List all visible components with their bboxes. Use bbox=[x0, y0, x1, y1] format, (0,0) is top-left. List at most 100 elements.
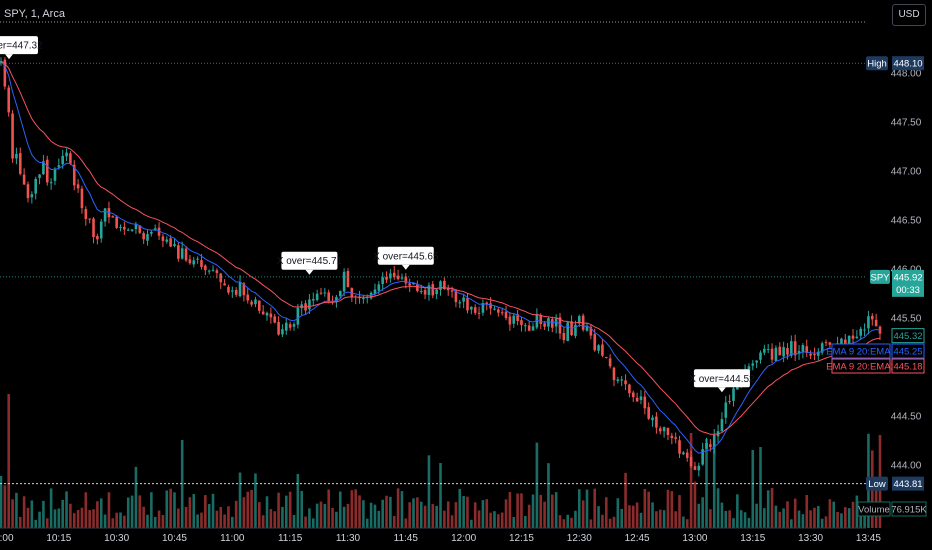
volume-bar bbox=[408, 502, 411, 528]
volume-bar bbox=[26, 507, 30, 528]
candle-body bbox=[45, 159, 49, 183]
volume-bar bbox=[485, 499, 489, 528]
candle-body bbox=[628, 384, 631, 394]
volume-bar bbox=[231, 516, 234, 528]
volume-bar bbox=[450, 515, 454, 528]
volume-bar bbox=[747, 517, 751, 528]
volume-bar bbox=[797, 510, 801, 528]
candle-body bbox=[874, 319, 878, 327]
crossover-box bbox=[693, 369, 750, 388]
volume-bar bbox=[72, 513, 76, 528]
candle-body bbox=[0, 61, 3, 64]
volume-bar bbox=[500, 512, 504, 528]
volume-bar bbox=[188, 497, 192, 528]
volume-bar bbox=[227, 506, 230, 528]
candle-body bbox=[169, 238, 172, 247]
crossover-annotations: X over=447.32 X over=445.71 X over=445.65 X… bbox=[0, 36, 755, 393]
candle-body bbox=[493, 308, 496, 310]
crossover-label: X over=444.52 bbox=[689, 369, 755, 393]
volume-bar bbox=[539, 494, 543, 528]
volume-bar bbox=[581, 500, 585, 528]
candle-body bbox=[655, 416, 658, 428]
volume-bar bbox=[362, 500, 365, 528]
candle-body bbox=[204, 265, 207, 271]
candle-body bbox=[500, 312, 504, 314]
volume-bar bbox=[215, 510, 219, 528]
last-price-value-bg bbox=[892, 269, 924, 297]
ema-slow-line bbox=[0, 60, 881, 435]
candle-body bbox=[346, 271, 350, 288]
candle-body bbox=[7, 87, 11, 113]
candle-body bbox=[311, 299, 315, 301]
candle-body bbox=[11, 113, 14, 159]
last-price-symbol-bg bbox=[870, 269, 890, 284]
candle-body bbox=[558, 317, 562, 334]
volume-bar bbox=[30, 500, 34, 528]
volume-bar bbox=[146, 514, 149, 528]
candle-body bbox=[531, 326, 535, 331]
volume-bar bbox=[497, 514, 500, 528]
volume-bar bbox=[477, 510, 481, 528]
volume-bar bbox=[620, 508, 623, 528]
symbol-title[interactable]: SPY, 1, Arca bbox=[4, 8, 65, 20]
volume-value-bg bbox=[891, 501, 927, 517]
candle-body bbox=[512, 315, 516, 324]
volume-bar bbox=[281, 506, 284, 528]
candle-body bbox=[215, 270, 219, 273]
candle-body bbox=[258, 300, 261, 311]
volume-bar bbox=[755, 503, 758, 528]
volume-bar bbox=[516, 493, 519, 528]
candle-body bbox=[786, 348, 789, 355]
candle-body bbox=[820, 343, 824, 353]
currency-button[interactable]: USD bbox=[892, 4, 926, 26]
candle-body bbox=[84, 209, 88, 219]
candle-body bbox=[793, 341, 797, 356]
candle-body bbox=[277, 321, 280, 335]
volume-bar bbox=[419, 501, 423, 528]
crossover-label: X over=447.32 bbox=[0, 36, 43, 60]
volume-bar bbox=[720, 502, 724, 528]
low-tag: Low 443.81 bbox=[866, 476, 924, 491]
candle-body bbox=[701, 449, 704, 465]
candle-body bbox=[119, 226, 122, 228]
volume-bar bbox=[512, 517, 516, 528]
candle-body bbox=[53, 168, 57, 181]
high-tag-label: High bbox=[867, 59, 887, 70]
candle-body bbox=[870, 315, 874, 320]
volume-bar bbox=[655, 511, 658, 528]
volume-bar bbox=[150, 492, 153, 528]
candle-body bbox=[504, 311, 508, 319]
volume-bar bbox=[844, 507, 847, 528]
candle-body bbox=[859, 328, 863, 336]
volume-bar bbox=[570, 517, 573, 528]
candle-body bbox=[161, 236, 165, 241]
candle-body bbox=[265, 312, 269, 316]
candle-body bbox=[562, 332, 566, 341]
candle-body bbox=[689, 456, 693, 467]
candle-body bbox=[790, 341, 793, 356]
crossover-label: X over=445.65 bbox=[373, 246, 439, 270]
volume-bar bbox=[739, 510, 743, 528]
volume-bar bbox=[809, 510, 812, 528]
volume-label: Volume bbox=[858, 505, 890, 516]
price-tick-label: 447.00 bbox=[891, 167, 922, 178]
volume-bar bbox=[813, 507, 816, 528]
volume-bar bbox=[396, 488, 400, 528]
time-tick-label: 12:00 bbox=[451, 533, 476, 544]
volume-bar bbox=[520, 493, 523, 528]
candle-body bbox=[177, 245, 180, 259]
volume-bar bbox=[165, 490, 169, 528]
volume-bar bbox=[76, 509, 80, 528]
volume-bar bbox=[115, 512, 118, 528]
volume-bar bbox=[96, 501, 99, 528]
candle-body bbox=[458, 302, 462, 304]
candle-body bbox=[150, 231, 153, 234]
high-tag-value: 448.10 bbox=[893, 59, 922, 70]
candle-body bbox=[427, 285, 431, 295]
volume-bar bbox=[338, 491, 342, 528]
candle-body bbox=[254, 299, 257, 305]
candle-body bbox=[574, 324, 577, 336]
candle-body bbox=[196, 258, 199, 260]
candle-body bbox=[18, 153, 22, 174]
